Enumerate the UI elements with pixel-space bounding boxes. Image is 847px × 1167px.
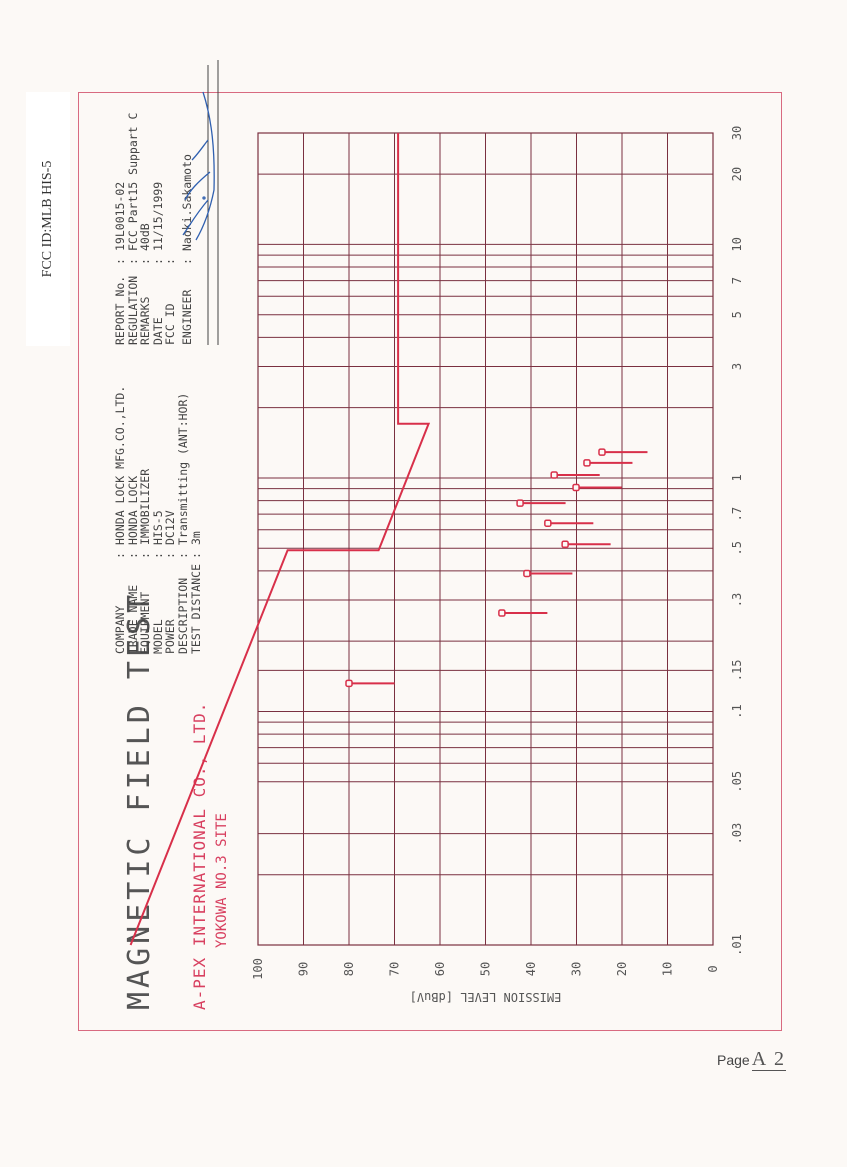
frequency-tick-label: 20 (730, 167, 744, 181)
level-tick-label: 100 (251, 958, 265, 980)
page-number: A 2 (751, 1048, 787, 1071)
level-axis-label: EMISSION LEVEL [dBuV] (410, 990, 562, 1004)
measurement-point (561, 540, 569, 549)
measurement-point (572, 483, 580, 492)
frequency-tick-label: .01 (730, 934, 744, 956)
frequency-tick-label: .3 (730, 593, 744, 607)
frequency-tick-label: 1 (730, 474, 744, 481)
page-label: Page (717, 1052, 750, 1068)
measurement-point (550, 471, 558, 479)
frequency-tick-label: 7 (730, 277, 744, 284)
level-tick-label: 40 (524, 962, 538, 976)
frequency-tick-label: 3 (730, 363, 744, 370)
frequency-tick-label: .5 (730, 541, 744, 555)
frequency-tick-label: 5 (730, 311, 744, 318)
signature-stroke (195, 91, 215, 241)
limit-line (129, 133, 431, 946)
level-tick-label: 30 (570, 962, 584, 976)
page-footer: Page A 2 (717, 1048, 787, 1071)
frequency-tick-label: .1 (730, 704, 744, 718)
frequency-tick-label: .03 (730, 823, 744, 845)
frequency-tick-label: .7 (730, 507, 744, 521)
level-tick-label: 20 (615, 962, 629, 976)
measurement-points (345, 448, 648, 688)
signature (182, 91, 215, 241)
frequency-tick-label: 30 (730, 126, 744, 140)
chart-grid (257, 132, 714, 946)
level-tick-label: 70 (388, 962, 402, 976)
measurement-point (516, 499, 524, 507)
signature-dot (202, 196, 206, 200)
level-tick-label: 60 (433, 962, 447, 976)
measurement-point (523, 569, 531, 578)
fcc-id-stamp-box (26, 92, 70, 346)
level-tick-label: 0 (706, 965, 720, 972)
level-tick-label: 50 (479, 962, 493, 976)
measurement-point (544, 519, 552, 527)
frequency-tick-label: .05 (730, 771, 744, 793)
frequency-tick-label: 10 (730, 237, 744, 251)
signature-stroke (184, 139, 211, 201)
level-tick-label: 10 (661, 962, 675, 976)
level-tick-label: 90 (297, 962, 311, 976)
signature-stroke (182, 199, 209, 236)
measurement-point (583, 459, 591, 467)
report-frame (78, 92, 782, 1031)
level-tick-label: 80 (342, 962, 356, 976)
frequency-tick-label: .15 (730, 660, 744, 682)
measurement-point (345, 679, 353, 688)
measurement-point (598, 448, 606, 456)
limit-line-group (129, 133, 431, 946)
chart-ticks: 100 90 80 70 60 50 40 30 20 10 0.01.03.05.1.15.3.5… (251, 126, 744, 980)
measurement-point (498, 609, 506, 617)
